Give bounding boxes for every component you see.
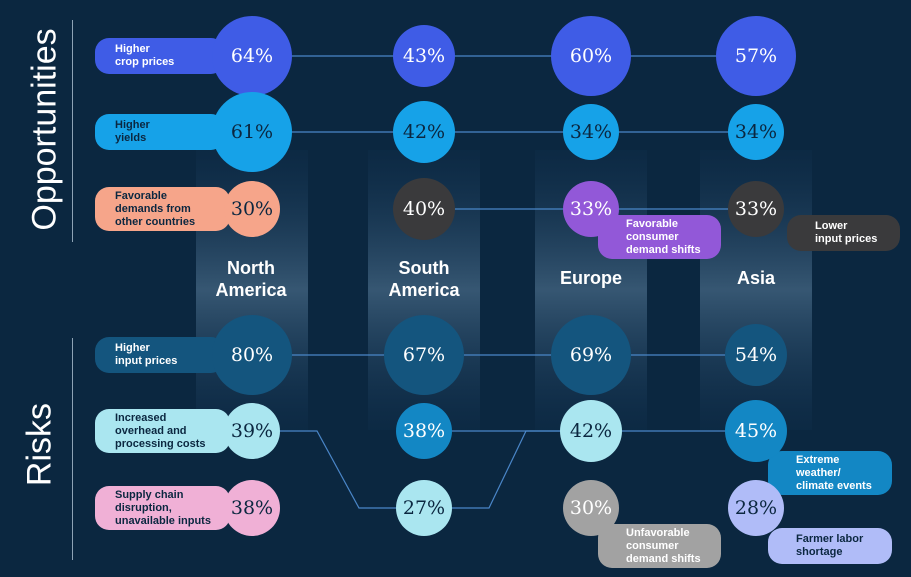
series-label-pill: Supply chain disruption, unavailable inp… [95,486,230,530]
value-circle: 34% [728,104,784,160]
series-label-pill: Increased overhead and processing costs [95,409,230,453]
series-label-text: Unfavorable consumer demand shifts [626,526,701,565]
value-circle: 80% [212,315,292,395]
value-circle: 39% [224,403,280,459]
value-circle: 69% [551,315,631,395]
value-circle: 64% [212,16,292,96]
value-circle: 33% [728,181,784,237]
value-circle: 40% [393,178,455,240]
value-circle: 30% [563,480,619,536]
value-circle: 42% [393,101,455,163]
opportunities-section-label: Opportunities [25,28,64,231]
series-label-pill: Favorable consumer demand shifts [598,215,721,259]
region-label-asia: Asia [736,268,776,288]
risks-section-label: Risks [20,402,59,487]
series-label-pill: Unfavorable consumer demand shifts [598,524,721,568]
value-circle: 60% [551,16,631,96]
series-label-text: Lower input prices [815,220,878,245]
region-label-south-america: South America [388,258,460,300]
value-circle: 27% [396,480,452,536]
series-label-pill: Favorable demands from other countries [95,187,230,231]
value-circle: 33% [563,181,619,237]
series-label-pill: Higher input prices [95,337,225,373]
series-label-text: Favorable consumer demand shifts [626,217,701,256]
series-label-text: Higher crop prices [115,43,175,68]
opportunities-divider [72,20,73,242]
value-circle: 30% [224,181,280,237]
value-circle: 38% [224,480,280,536]
value-circle: 28% [728,480,784,536]
series-label-pill: Lower input prices [787,215,900,251]
value-circle: 54% [725,324,787,386]
value-circle: 57% [716,16,796,96]
value-circle: 42% [560,400,622,462]
series-label-pill: Higher crop prices [95,38,225,74]
series-label-text: Extreme weather/ climate events [796,453,872,492]
series-label-text: Supply chain disruption, unavailable inp… [115,488,211,527]
value-circle: 38% [396,403,452,459]
series-label-text: Higher yields [115,119,150,144]
value-circle: 61% [212,92,292,172]
value-circle: 45% [725,400,787,462]
series-label-text: Farmer labor shortage [796,533,864,558]
value-circle: 34% [563,104,619,160]
series-label-text: Higher input prices [115,342,178,367]
series-label-pill: Farmer labor shortage [768,528,892,564]
series-label-pill: Extreme weather/ climate events [768,451,892,495]
region-label-north-america: North America [215,258,287,300]
value-circle: 43% [393,25,455,87]
series-label-text: Favorable demands from other countries [115,189,196,228]
risks-divider [72,338,73,560]
value-circle: 67% [384,315,464,395]
connector-line [252,430,424,509]
series-label-pill: Higher yields [95,114,225,150]
region-label-europe: Europe [559,268,622,288]
series-label-text: Increased overhead and processing costs [115,411,206,450]
